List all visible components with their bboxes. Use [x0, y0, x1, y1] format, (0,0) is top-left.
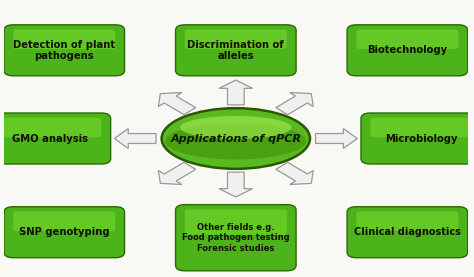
Text: Biotechnology: Biotechnology: [367, 45, 447, 55]
FancyBboxPatch shape: [175, 205, 296, 271]
Polygon shape: [158, 93, 196, 115]
FancyBboxPatch shape: [347, 207, 468, 258]
Text: Clinical diagnostics: Clinical diagnostics: [354, 227, 461, 237]
FancyBboxPatch shape: [356, 29, 458, 49]
Polygon shape: [276, 93, 313, 115]
FancyBboxPatch shape: [361, 113, 474, 164]
FancyBboxPatch shape: [0, 118, 101, 137]
FancyBboxPatch shape: [185, 209, 287, 235]
Text: Discrimination of
alleles: Discrimination of alleles: [187, 40, 284, 61]
FancyBboxPatch shape: [0, 113, 110, 164]
Polygon shape: [316, 129, 357, 148]
FancyBboxPatch shape: [13, 211, 115, 231]
Polygon shape: [276, 162, 313, 184]
Polygon shape: [219, 172, 253, 197]
Text: Microbiology: Microbiology: [385, 134, 457, 143]
Text: Other fields e.g.
Food pathogen testing
Forensic studies: Other fields e.g. Food pathogen testing …: [182, 223, 290, 253]
FancyBboxPatch shape: [4, 207, 125, 258]
Polygon shape: [158, 162, 196, 184]
Ellipse shape: [162, 108, 310, 169]
Polygon shape: [114, 129, 156, 148]
Ellipse shape: [165, 123, 306, 160]
FancyBboxPatch shape: [356, 211, 458, 231]
Polygon shape: [219, 80, 253, 105]
Text: SNP genotyping: SNP genotyping: [19, 227, 109, 237]
Text: GMO analysis: GMO analysis: [12, 134, 88, 143]
FancyBboxPatch shape: [185, 29, 287, 49]
FancyBboxPatch shape: [13, 29, 115, 49]
Ellipse shape: [180, 116, 292, 139]
FancyBboxPatch shape: [175, 25, 296, 76]
FancyBboxPatch shape: [4, 25, 125, 76]
FancyBboxPatch shape: [347, 25, 468, 76]
Text: Applications of qPCR: Applications of qPCR: [170, 134, 301, 143]
Text: Detection of plant
pathogens: Detection of plant pathogens: [13, 40, 115, 61]
FancyBboxPatch shape: [370, 118, 472, 137]
